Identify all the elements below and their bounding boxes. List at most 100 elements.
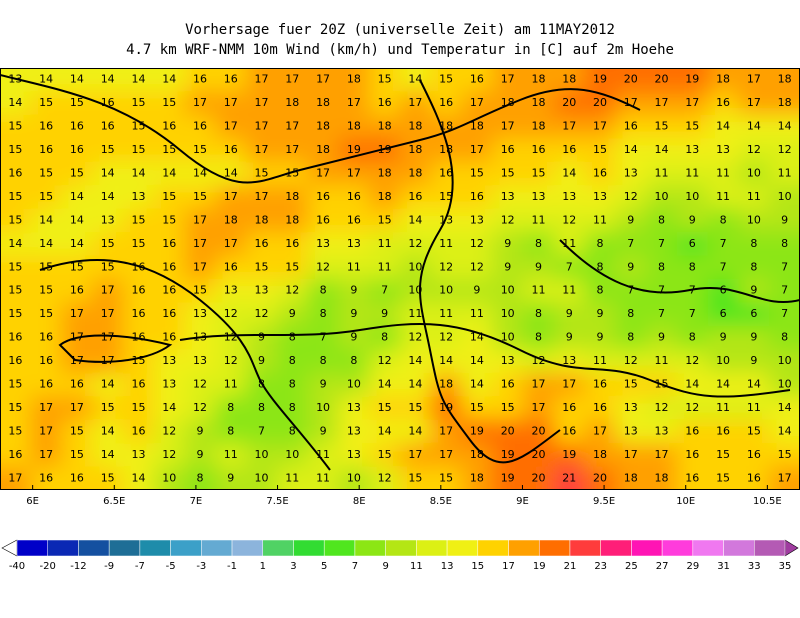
temperature-cell [215, 91, 248, 116]
temperature-cell [492, 138, 525, 163]
temperature-cell [769, 325, 800, 351]
lon-tick-label: 7.5E [266, 496, 288, 507]
temperature-label: 9 [597, 307, 604, 320]
temperature-label: 16 [162, 120, 176, 133]
temperature-label: 18 [470, 120, 484, 133]
temperature-label: 14 [408, 424, 422, 437]
colorbar-label: -7 [135, 561, 145, 572]
temperature-cell [184, 396, 217, 421]
temperature-cell [92, 68, 125, 93]
lon-tick-label: 8E [353, 496, 366, 507]
temperature-label: 11 [316, 471, 330, 484]
temperature-label: 17 [655, 448, 669, 461]
temperature-cell [769, 138, 800, 163]
temperature-label: 15 [39, 190, 53, 203]
colorbar-label: 15 [471, 561, 484, 572]
temperature-label: 14 [39, 237, 53, 250]
temperature-label: 14 [408, 354, 422, 367]
temperature-cell [430, 68, 463, 93]
temperature-label: 16 [439, 167, 453, 180]
temperature-cell [30, 302, 63, 327]
temperature-label: 19 [347, 143, 361, 156]
temperature-label: 14 [408, 73, 422, 86]
temperature-label: 12 [470, 260, 484, 273]
temperature-label: 15 [624, 378, 638, 391]
temperature-cell [523, 443, 555, 468]
temperature-label: 9 [473, 284, 480, 297]
temperature-label: 16 [501, 378, 515, 391]
temperature-cell [92, 372, 125, 398]
temperature-label: 16 [347, 190, 361, 203]
temperature-label: 15 [101, 237, 115, 250]
temperature-label: 14 [470, 331, 484, 344]
temperature-cell [61, 138, 94, 163]
temperature-cell [338, 419, 371, 445]
temperature-label: 18 [470, 471, 484, 484]
colorbar-box [139, 539, 171, 557]
temperature-cell [584, 443, 617, 468]
temperature-label: 17 [39, 424, 53, 437]
temperature-label: 18 [347, 73, 361, 86]
temperature-cell [184, 443, 217, 468]
temperature-cell [646, 325, 678, 351]
colorbar-box [508, 539, 540, 557]
temperature-label: 16 [70, 378, 84, 391]
temperature-label: 9 [289, 307, 296, 320]
border-line [0, 74, 641, 184]
temperature-label: 15 [501, 401, 515, 414]
temperature-label: 12 [470, 237, 484, 250]
temperature-label: 17 [224, 120, 238, 133]
temperature-cell [523, 91, 555, 116]
temperature-cell [215, 419, 248, 445]
temperature-cell [523, 302, 555, 327]
temperature-label: 8 [781, 237, 788, 250]
temperature-cell [30, 114, 63, 140]
temperature-label: 8 [535, 331, 542, 344]
temperature-cell [0, 372, 32, 398]
colorbar-box [323, 539, 356, 557]
temperature-label: 8 [381, 331, 388, 344]
temperature-cell [30, 443, 63, 468]
temperature-cell [646, 396, 678, 421]
temperature-cell [707, 255, 740, 280]
temperature-cell [276, 114, 309, 140]
temperature-cell [0, 302, 32, 327]
temperature-label: 9 [781, 213, 788, 226]
temperature-cell [246, 114, 278, 140]
temperature-label: 11 [439, 307, 453, 320]
temperature-label: 16 [101, 96, 115, 109]
temperature-cell [461, 302, 494, 327]
temperature-cell [92, 302, 125, 327]
colorbar-label: 29 [686, 561, 699, 572]
temperature-label: 18 [285, 190, 299, 203]
temperature-cell [523, 466, 555, 490]
temperature-label: 17 [255, 120, 269, 133]
temperature-cell [123, 302, 155, 327]
temperature-cell [738, 443, 771, 468]
temperature-cell [738, 138, 771, 163]
temperature-label: 13 [224, 284, 238, 297]
temperature-label: 8 [658, 213, 665, 226]
temperature-cell [184, 208, 217, 234]
colorbar-box [293, 539, 325, 557]
temperature-cell [553, 138, 586, 163]
temperature-label: 16 [39, 471, 53, 484]
temperature-label: 16 [624, 120, 638, 133]
temperature-label: 7 [689, 284, 696, 297]
temperature-cell [369, 232, 401, 257]
temperature-label: 10 [778, 378, 792, 391]
temperature-cell [738, 302, 771, 327]
colorbar-label: 35 [779, 561, 792, 572]
temperature-label: 9 [627, 260, 634, 273]
temperature-label: 15 [8, 424, 22, 437]
temperature-cell [338, 91, 371, 116]
temperature-label: 14 [70, 213, 84, 226]
colorbar-label: 13 [441, 561, 454, 572]
temperature-cell [769, 443, 800, 468]
temperature-cell [584, 185, 617, 210]
temperature-cell [338, 161, 371, 187]
temperature-label: 12 [193, 378, 207, 391]
temperature-label: 16 [162, 284, 176, 297]
temperature-label: 13 [347, 401, 361, 414]
temperature-label: 7 [627, 237, 634, 250]
